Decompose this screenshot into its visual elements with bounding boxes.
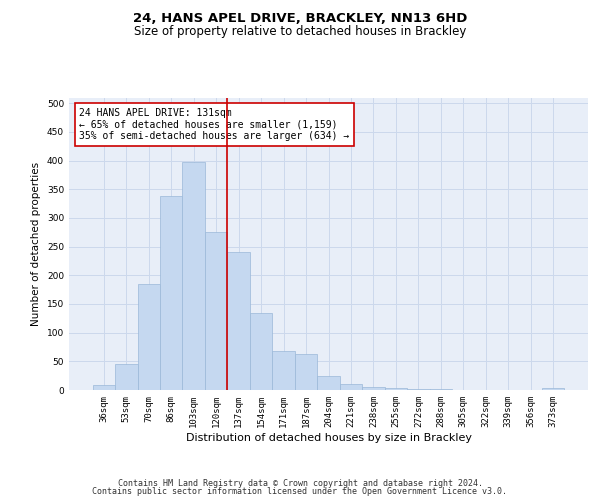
X-axis label: Distribution of detached houses by size in Brackley: Distribution of detached houses by size …: [185, 432, 472, 442]
Bar: [250, 312, 272, 390]
Bar: [92, 386, 115, 390]
Bar: [160, 196, 182, 390]
Text: 24, HANS APEL DRIVE, BRACKLEY, NN13 6HD: 24, HANS APEL DRIVE, BRACKLEY, NN13 6HD: [133, 12, 467, 26]
Bar: [182, 162, 205, 390]
Bar: [340, 384, 362, 390]
Bar: [407, 389, 430, 390]
Bar: [115, 364, 137, 390]
Y-axis label: Number of detached properties: Number of detached properties: [31, 162, 41, 326]
Bar: [385, 388, 407, 390]
Bar: [542, 388, 565, 390]
Text: Contains HM Land Registry data © Crown copyright and database right 2024.: Contains HM Land Registry data © Crown c…: [118, 478, 482, 488]
Bar: [205, 232, 227, 390]
Bar: [317, 376, 340, 390]
Text: 24 HANS APEL DRIVE: 131sqm
← 65% of detached houses are smaller (1,159)
35% of s: 24 HANS APEL DRIVE: 131sqm ← 65% of deta…: [79, 108, 350, 141]
Bar: [227, 252, 250, 390]
Bar: [272, 351, 295, 390]
Bar: [295, 354, 317, 390]
Bar: [137, 284, 160, 390]
Bar: [362, 387, 385, 390]
Text: Contains public sector information licensed under the Open Government Licence v3: Contains public sector information licen…: [92, 487, 508, 496]
Text: Size of property relative to detached houses in Brackley: Size of property relative to detached ho…: [134, 25, 466, 38]
